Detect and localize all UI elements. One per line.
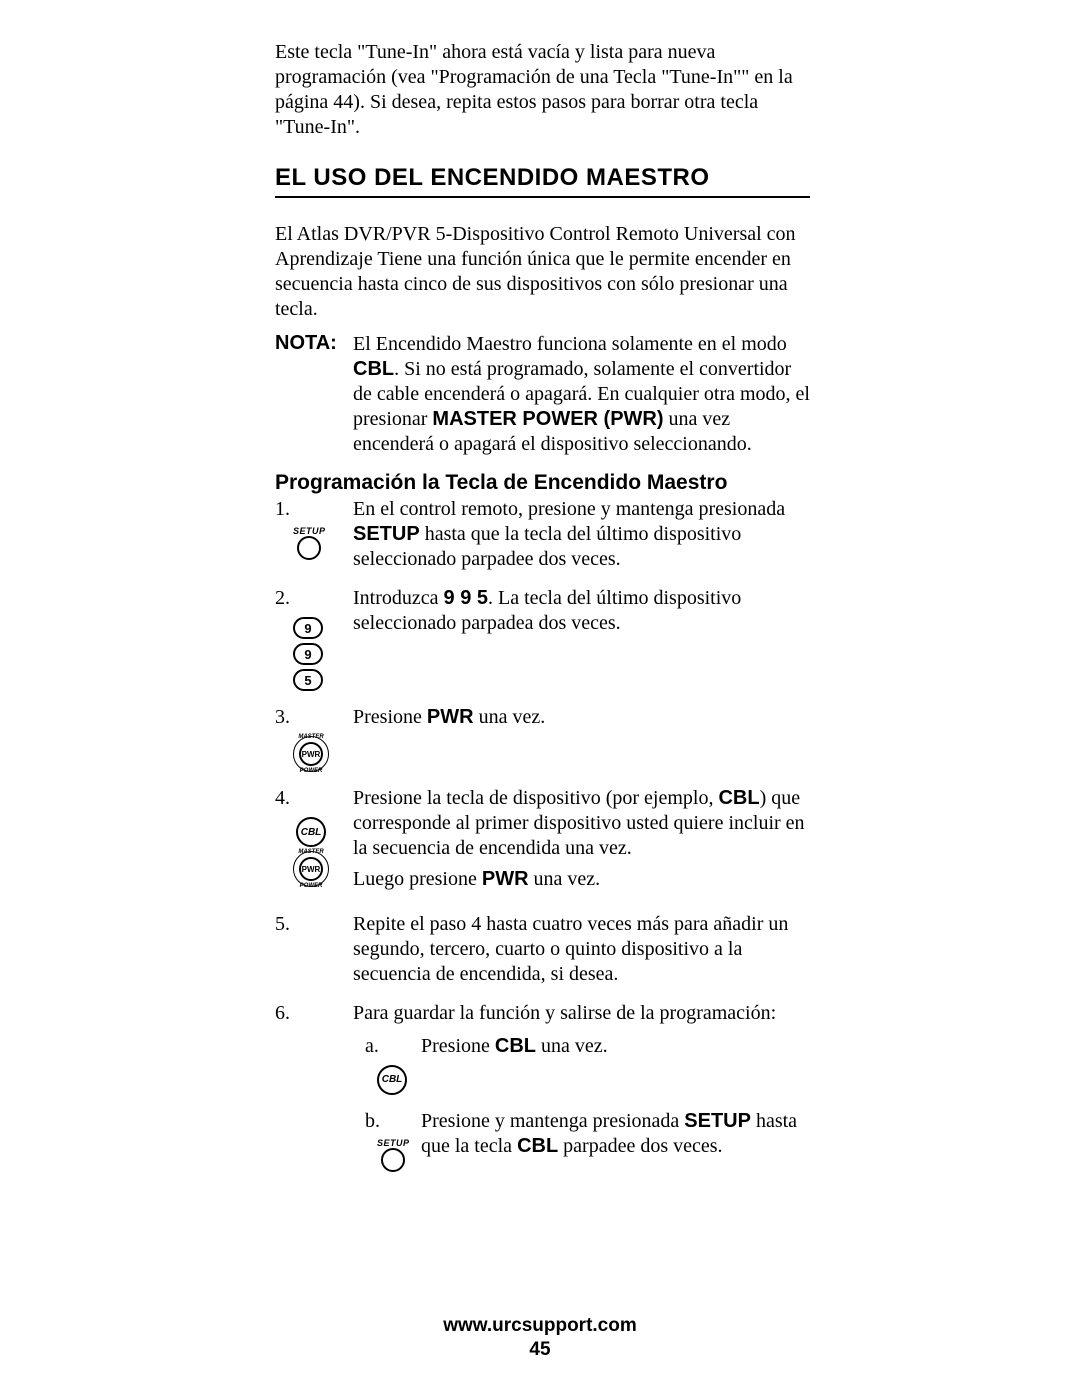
pwr-icon-label: PWR xyxy=(299,742,323,766)
step-6b-body: Presione y mantenga presionada SETUP has… xyxy=(421,1109,810,1159)
step-3-text-a: Presione xyxy=(353,706,427,728)
step-6b-number: b. xyxy=(365,1109,380,1134)
step-6: 6. Para guardar la función y salirse de … xyxy=(275,1001,810,1186)
nota-body: El Encendido Maestro funciona solamente … xyxy=(353,332,810,457)
section-heading: EL USO DEL ENCENDIDO MAESTRO xyxy=(275,164,810,192)
step-6-text: Para guardar la función y salirse de la … xyxy=(353,1001,810,1026)
step-2-body: Introduzca 9 9 5. La tecla del último di… xyxy=(353,586,810,636)
step-2: 2. 9 9 5 Introduzca 9 9 5. La tecla del … xyxy=(275,586,810,691)
step-6a-cbl: CBL xyxy=(495,1035,536,1057)
step-5-body: Repite el paso 4 hasta cuatro veces más … xyxy=(353,912,810,987)
step-6b-text-c: parpadee dos veces. xyxy=(558,1135,722,1157)
step-3-text-b: una vez. xyxy=(474,706,546,728)
nota-text-1: El Encendido Maestro funciona solamente … xyxy=(353,333,787,355)
heading-rule xyxy=(275,196,810,198)
step-1-setup: SETUP xyxy=(353,523,420,545)
step-6-body: Para guardar la función y salirse de la … xyxy=(353,1001,810,1186)
step-1-number: 1. xyxy=(275,497,290,522)
setup-button-icon: SETUP xyxy=(293,528,325,560)
pwr-icon-label-2: PWR xyxy=(299,857,323,881)
intro-paragraph: Este tecla "Tune-In" ahora está vacía y … xyxy=(275,40,810,140)
step-6b: b. SETUP Presione y mantenga presionada … xyxy=(353,1109,810,1172)
step-4: 4. CBL MASTER PWR POWER Presione la tecl… xyxy=(275,786,810,898)
step-4-number: 4. xyxy=(275,786,290,811)
step-4-pwr: PWR xyxy=(482,868,529,890)
pwr-icon-top-2: MASTER xyxy=(293,849,329,855)
step-6a-text-a: Presione xyxy=(421,1035,495,1057)
key-9-icon: 9 xyxy=(293,617,323,639)
step-3-pwr: PWR xyxy=(427,706,474,728)
step-2-number: 2. xyxy=(275,586,290,611)
pwr-icon-bot-2: POWER xyxy=(293,883,329,889)
setup-icon-label: SETUP xyxy=(293,526,325,536)
step-6a: a. CBL Presione CBL una vez. xyxy=(353,1034,810,1095)
key-5-icon: 5 xyxy=(293,669,323,691)
cbl-button-icon: CBL xyxy=(296,817,326,847)
step-6b-cbl: CBL xyxy=(517,1135,558,1157)
nota-cbl: CBL xyxy=(353,358,394,380)
step-5-number: 5. xyxy=(275,912,290,937)
step-3: 3. MASTER PWR POWER Presione PWR una vez… xyxy=(275,705,810,772)
step-1-body: En el control remoto, presione y manteng… xyxy=(353,497,810,572)
page-footer: www.urcsupport.com 45 xyxy=(0,1314,1080,1363)
step-2-code: 9 9 5 xyxy=(444,587,488,609)
pwr-icon-bot: POWER xyxy=(293,768,329,774)
step-4-text-c: Luego presione xyxy=(353,868,482,890)
step-6a-text-b: una vez. xyxy=(536,1035,608,1057)
step-4-cbl: CBL xyxy=(718,787,759,809)
setup-button-icon-2: SETUP xyxy=(377,1140,409,1172)
nota-block: NOTA: El Encendido Maestro funciona sola… xyxy=(275,332,810,457)
step-6-number: 6. xyxy=(275,1001,290,1026)
step-1: 1. SETUP En el control remoto, presione … xyxy=(275,497,810,572)
body-paragraph-1: El Atlas DVR/PVR 5-Dispositivo Control R… xyxy=(275,222,810,322)
step-3-body: Presione PWR una vez. xyxy=(353,705,545,730)
key-9-icon-2: 9 xyxy=(293,643,323,665)
cbl-button-icon-2: CBL xyxy=(377,1065,407,1095)
step-2-text-a: Introduzca xyxy=(353,587,444,609)
step-4-text-d: una vez. xyxy=(529,868,601,890)
step-4-text-a: Presione la tecla de dispositivo (por ej… xyxy=(353,787,718,809)
step-4-body: Presione la tecla de dispositivo (por ej… xyxy=(353,786,810,898)
step-1-text-a: En el control remoto, presione y manteng… xyxy=(353,498,785,520)
step-5: 5. Repite el paso 4 hasta cuatro veces m… xyxy=(275,912,810,987)
footer-url: www.urcsupport.com xyxy=(0,1314,1080,1339)
pwr-icon-top: MASTER xyxy=(293,734,329,740)
step-6a-number: a. xyxy=(365,1034,379,1059)
pwr-button-icon: MASTER PWR POWER xyxy=(293,736,329,772)
nota-mpwr: MASTER POWER (PWR) xyxy=(432,408,663,430)
step-6b-text-a: Presione y mantenga presionada xyxy=(421,1110,684,1132)
step-6b-setup: SETUP xyxy=(684,1110,751,1132)
step-3-number: 3. xyxy=(275,705,290,730)
nota-label: NOTA: xyxy=(275,332,353,355)
step-6a-body: Presione CBL una vez. xyxy=(421,1034,608,1059)
footer-page-number: 45 xyxy=(0,1338,1080,1363)
pwr-button-icon-2: MASTER PWR POWER xyxy=(293,851,329,887)
sub-heading: Programación la Tecla de Encendido Maest… xyxy=(275,471,810,495)
